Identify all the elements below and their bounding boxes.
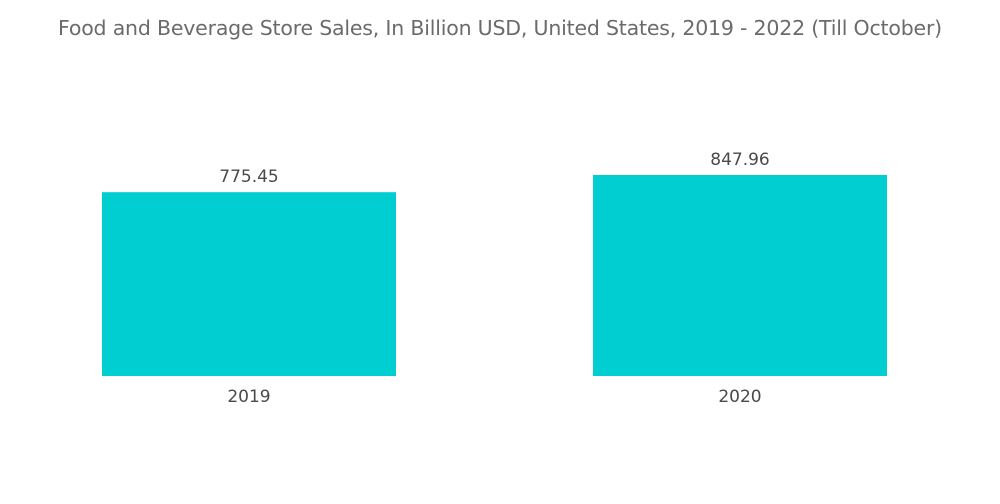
chart-title: Food and Beverage Store Sales, In Billio… [58, 16, 942, 40]
data-label-2019: 775.45 [219, 167, 278, 187]
data-label-2020: 847.96 [710, 150, 769, 170]
x-tick-label-2019: 2019 [227, 387, 270, 407]
bar-2020 [593, 175, 887, 376]
bar-2019 [102, 192, 396, 376]
x-tick-label-2020: 2020 [718, 387, 761, 407]
